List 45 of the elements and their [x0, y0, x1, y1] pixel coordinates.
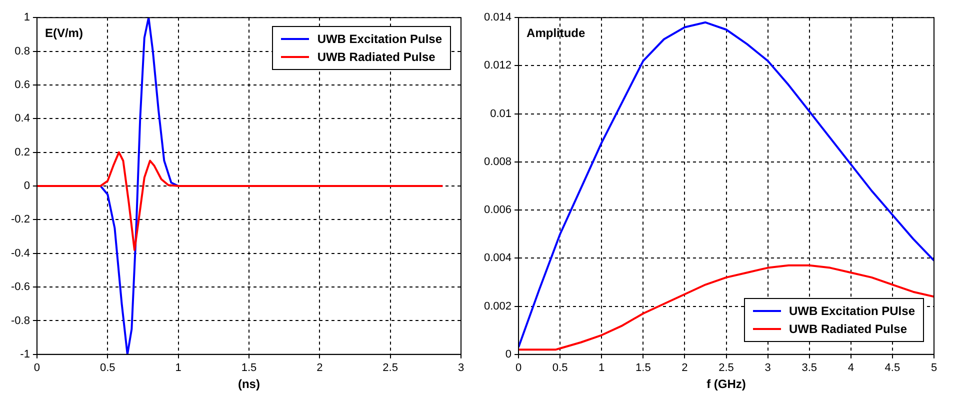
legend-label: UWB Radiated Pulse — [788, 321, 907, 338]
y-tick-label: -1 — [20, 348, 30, 360]
y-tick-label: 0.01 — [490, 108, 512, 120]
x-tick-label: 1 — [598, 362, 605, 374]
y-tick-label: 0.008 — [484, 156, 512, 168]
x-tick-label: 0 — [34, 362, 40, 374]
x-tick-label: 0 — [515, 362, 522, 374]
legend-label: UWB Excitation Pulse — [317, 31, 442, 48]
x-tick-label: 0.5 — [552, 362, 568, 374]
x-tick-label: 2 — [682, 362, 688, 374]
x-tick-label: 0.5 — [100, 362, 116, 374]
x-tick-label: 4 — [848, 362, 854, 374]
y-tick-label: 0 — [24, 180, 30, 192]
x-tick-label: 3.5 — [802, 362, 818, 374]
y-tick-label: 0.006 — [484, 204, 512, 216]
x-tick-label: 4.5 — [884, 362, 900, 374]
x-tick-label: 2.5 — [718, 362, 734, 374]
y-tick-label: 1 — [24, 12, 30, 24]
x-tick-label: 1.5 — [636, 362, 651, 374]
y-tick-label: 0.6 — [14, 78, 30, 91]
y-tick-label: 0.2 — [14, 146, 30, 158]
y-tick-label: 0.002 — [484, 300, 512, 312]
y-tick-label: 0.012 — [484, 60, 512, 72]
x-axis-title: (ns) — [238, 377, 260, 392]
x-tick-label: 2 — [316, 362, 323, 374]
y-tick-label: -0.2 — [10, 214, 30, 226]
y-tick-label: 0.004 — [484, 252, 512, 264]
y-axis-title: Amplitude — [526, 26, 586, 40]
x-axis-title: f (GHz) — [706, 377, 746, 392]
y-tick-label: 0.8 — [14, 45, 30, 58]
x-tick-label: 1.5 — [241, 362, 257, 374]
y-tick-label: 0.4 — [14, 112, 30, 125]
x-tick-label: 5 — [930, 362, 938, 374]
x-tick-label: 2.5 — [382, 362, 398, 374]
y-tick-label: -0.8 — [10, 314, 30, 327]
y-tick-label: 0 — [505, 348, 512, 360]
y-axis-title: E(V/m) — [44, 26, 83, 40]
legend-label: UWB Excitation PUlse — [788, 303, 915, 320]
legend-label: UWB Radiated Pulse — [317, 49, 436, 66]
x-tick-label: 3 — [764, 362, 771, 374]
x-tick-label: 1 — [175, 362, 182, 374]
y-tick-label: -0.6 — [10, 281, 30, 294]
y-tick-label: 0.014 — [484, 12, 512, 24]
x-tick-label: 3 — [458, 362, 464, 374]
y-tick-label: -0.4 — [10, 247, 30, 260]
